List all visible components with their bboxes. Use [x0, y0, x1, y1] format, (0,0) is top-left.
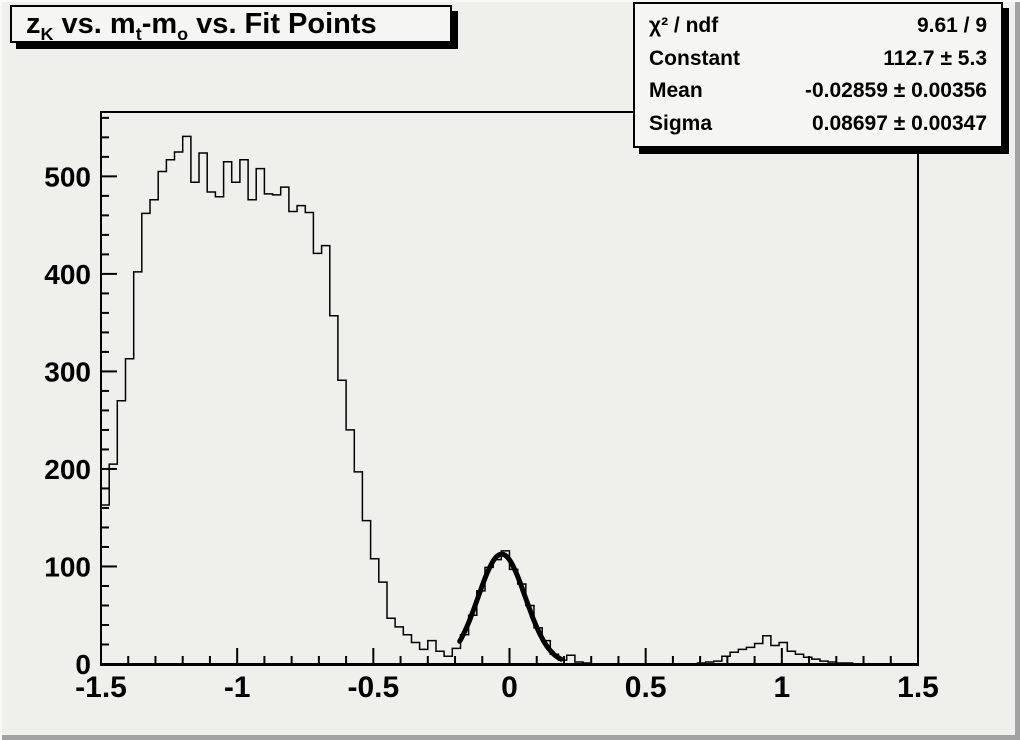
stats-label: Sigma — [649, 111, 713, 135]
stats-value: 9.61 / 9 — [916, 14, 987, 38]
x-tick-label: 1 — [773, 671, 790, 704]
y-tick-label: 500 — [44, 161, 91, 192]
title-subscript: K — [40, 23, 54, 44]
stats-row: Mean -0.02859 ± 0.00356 — [649, 79, 987, 103]
stats-value: 0.08697 ± 0.00347 — [811, 111, 987, 135]
x-tick-label: 1.5 — [897, 671, 939, 704]
y-tick-label: 100 — [44, 551, 91, 582]
plot-title: zK vs. mt-mo vs. Fit Points — [26, 7, 377, 44]
title-subscript: t — [135, 23, 142, 44]
stats-row: Sigma 0.08697 ± 0.00347 — [649, 112, 987, 136]
x-tick-label: 0.5 — [625, 671, 667, 704]
y-tick-label: 200 — [44, 454, 91, 485]
title-subscript: o — [177, 23, 189, 44]
x-tick-label: -1.5 — [75, 671, 127, 704]
x-tick-label: -1 — [224, 671, 251, 704]
stats-row: χ² / ndf 9.61 / 9 — [649, 14, 987, 38]
stats-box: χ² / ndf 9.61 / 9 Constant 112.7 ± 5.3 Mean -… — [633, 2, 1003, 148]
stats-value: -0.02859 ± 0.00356 — [804, 79, 987, 103]
y-tick-label: 0 — [75, 649, 91, 680]
stats-label: χ² / ndf — [649, 14, 719, 38]
title-text: z — [26, 7, 41, 40]
stats-row: Constant 112.7 ± 5.3 — [649, 47, 987, 71]
stats-label: Mean — [649, 79, 703, 103]
y-tick-label: 300 — [44, 356, 91, 387]
title-box: zK vs. mt-mo vs. Fit Points — [10, 5, 452, 43]
stats-value: 112.7 ± 5.3 — [883, 46, 987, 70]
x-tick-label: 0 — [501, 671, 518, 704]
stats-label: Constant — [649, 46, 740, 70]
histogram-line — [100, 135, 918, 665]
title-text: vs. m — [53, 7, 136, 40]
fit-curve — [457, 551, 564, 662]
title-text: -m — [141, 7, 178, 40]
title-text: vs. Fit Points — [188, 7, 377, 40]
y-tick-label: 400 — [44, 259, 91, 290]
x-tick-label: -0.5 — [347, 671, 399, 704]
